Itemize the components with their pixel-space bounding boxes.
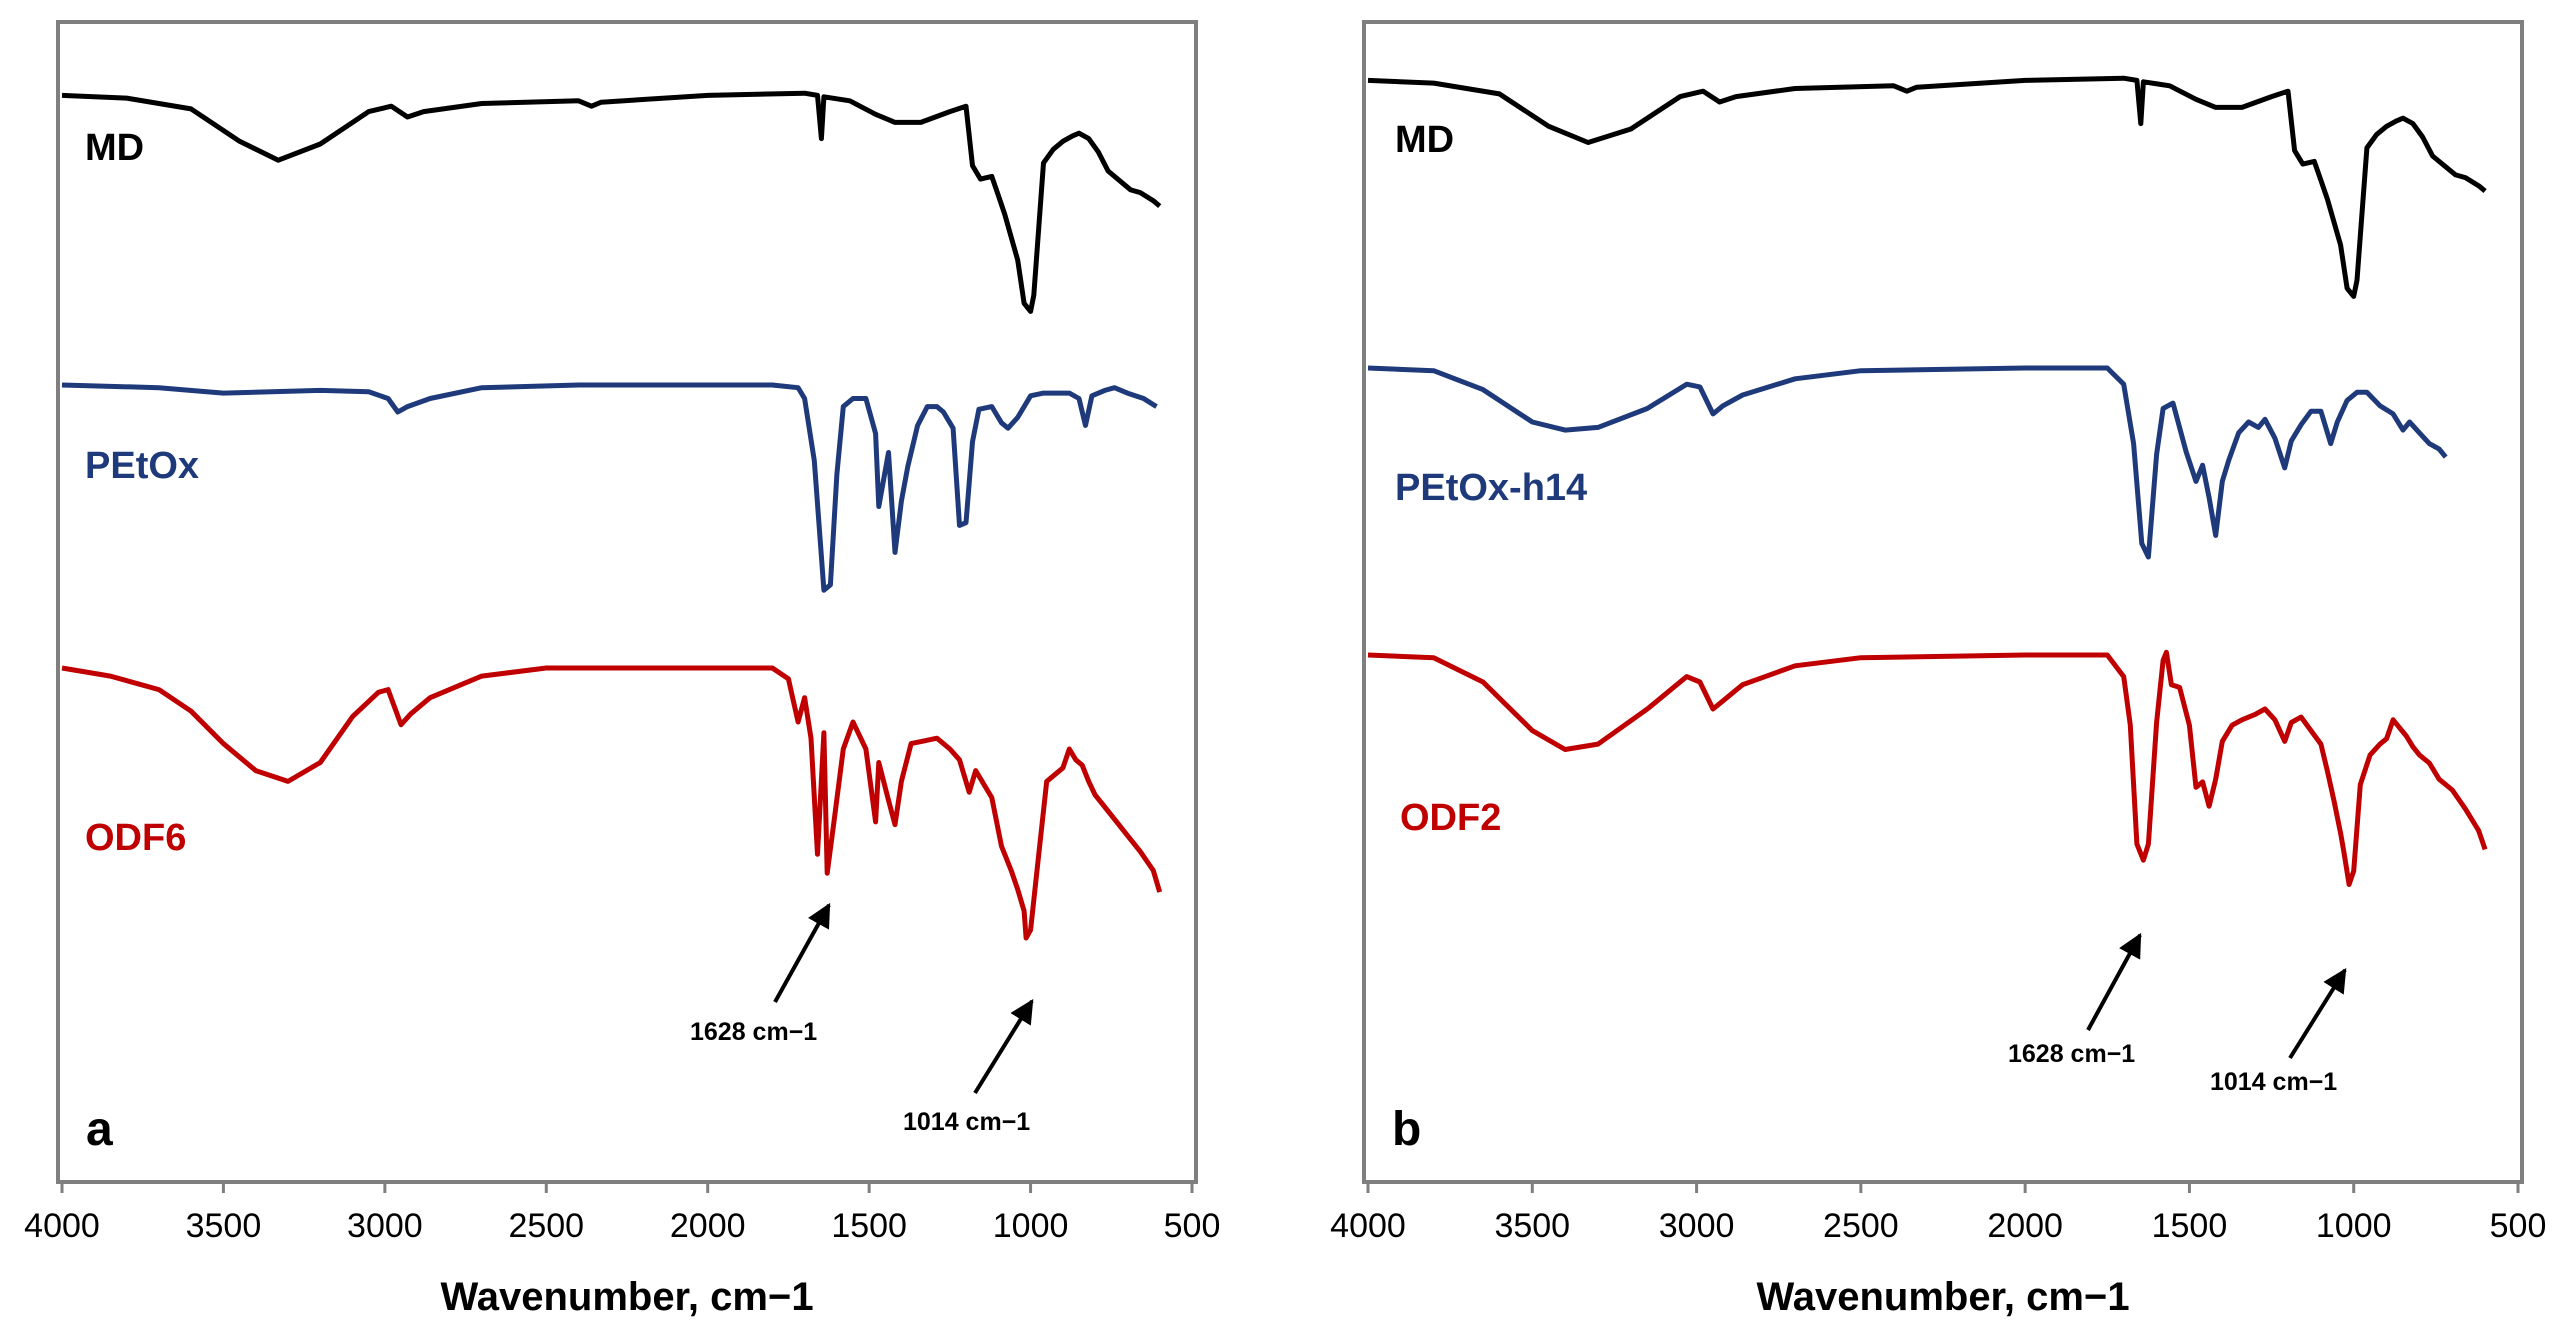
series-label-petox: PEtOx [85,445,199,487]
x-tick-label-a-1000: 1000 [993,1207,1069,1245]
annotation-label-1628: 1628 cm−1 [690,1018,817,1046]
x-tick-label-a-2500: 2500 [508,1207,584,1245]
x-tick-label-a-1500: 1500 [831,1207,907,1245]
panel-a: 4000 3500 3000 2500 2000 1500 1000 500 MD PEtOx… [24,20,1220,1319]
spectrum-trace-petox [61,382,1158,593]
annotation-arrow-1628 [2086,932,2142,1031]
series-label-odf6: ODF6 [85,817,186,859]
spectrum-trace-petox-h14 [1367,365,2448,560]
x-axis-title-b: Wavenumber, cm−1 [1756,1275,2129,1319]
x-tick-label-a-3500: 3500 [186,1207,262,1245]
spectrum-trace-odf2 [1367,649,2488,887]
series-label-md: MD [1395,119,1454,161]
panel-b-traces [1367,75,2488,887]
spectrum-trace-odf6 [61,665,1163,941]
panel-a-traces [61,90,1163,941]
x-axis-title-a: Wavenumber, cm−1 [440,1275,813,1319]
panel-label-a: a [86,1103,113,1156]
x-tick-label-b-500: 500 [2490,1207,2547,1245]
series-label-md: MD [85,127,144,169]
x-tick-label-a-3000: 3000 [347,1207,423,1245]
x-tick-label-b-3000: 3000 [1659,1207,1735,1245]
x-tick-label-a-500: 500 [1164,1207,1221,1245]
annotation-arrow-1014 [2288,967,2347,1060]
x-tick-label-b-1500: 1500 [2152,1207,2228,1245]
panel-b-x-axis: 4000 3500 3000 2500 2000 1500 1000 500 [1330,1183,2546,1245]
annotation-label-1014: 1014 cm−1 [903,1108,1030,1136]
x-tick-label-b-2500: 2500 [1823,1207,1899,1245]
panel-b-frame [1362,20,2524,1184]
panel-a-frame [56,20,1198,1184]
panel-a-x-axis: 4000 3500 3000 2500 2000 1500 1000 500 [24,1183,1220,1245]
series-label-odf2: ODF2 [1400,797,1501,839]
spectrum-trace-md [1367,75,2487,299]
annotation-arrow-1014 [973,998,1034,1095]
series-label-petox-h14: PEtOx-h14 [1395,467,1587,509]
spectrum-trace-md [61,90,1162,314]
x-tick-label-b-2000: 2000 [1987,1207,2063,1245]
x-tick-label-b-4000: 4000 [1330,1207,1406,1245]
panel-b: 4000 3500 3000 2500 2000 1500 1000 500 MD PEtOx… [1330,20,2546,1319]
x-tick-label-b-1000: 1000 [2316,1207,2392,1245]
x-tick-label-a-2000: 2000 [670,1207,746,1245]
x-tick-label-a-4000: 4000 [24,1207,100,1245]
annotation-label-1628: 1628 cm−1 [2008,1040,2135,1068]
panel-label-b: b [1392,1103,1421,1156]
annotation-label-1014: 1014 cm−1 [2210,1068,2337,1096]
annotation-arrow-1628 [773,902,831,1003]
x-tick-label-b-3500: 3500 [1494,1207,1570,1245]
